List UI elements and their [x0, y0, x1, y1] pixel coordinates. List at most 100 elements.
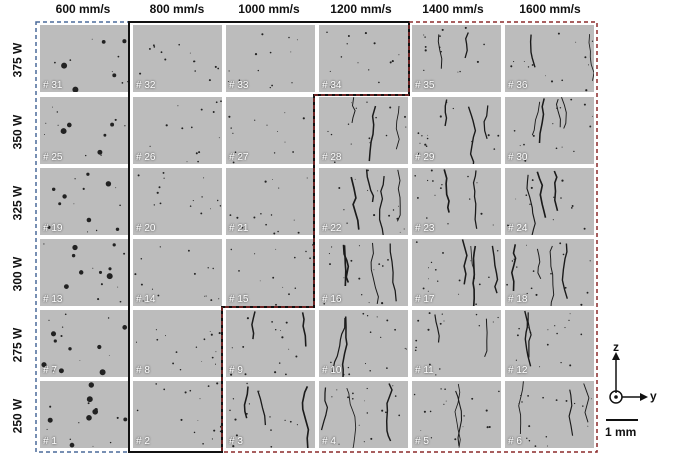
pore-mark — [523, 61, 525, 62]
pore-mark — [417, 319, 420, 322]
crack-mark — [443, 169, 450, 213]
pore-mark — [254, 53, 258, 56]
pore-mark — [492, 321, 494, 323]
pore-mark — [257, 69, 259, 72]
crack-mark — [350, 176, 360, 230]
pore-mark — [329, 86, 331, 88]
pore-mark — [557, 32, 560, 35]
pore-mark — [274, 328, 277, 331]
pore-mark — [79, 360, 81, 361]
pore-mark — [478, 325, 480, 327]
pore-mark — [485, 409, 488, 412]
pore-mark — [394, 395, 397, 397]
pore-mark — [92, 445, 94, 447]
micrograph-tile: # 20 — [133, 168, 222, 235]
pore-mark — [386, 319, 389, 322]
micrograph-texture — [320, 383, 401, 448]
pore-mark — [458, 293, 460, 295]
pore-mark — [518, 327, 520, 330]
pore-mark — [430, 437, 433, 439]
pore-mark — [197, 160, 199, 163]
pore-mark — [519, 145, 521, 147]
y-axis-label: y — [650, 389, 657, 403]
pore-mark — [392, 209, 395, 211]
pore-mark — [91, 38, 93, 40]
pore-mark — [424, 49, 427, 52]
pore-mark — [354, 178, 356, 180]
micrograph-tile: # 26 — [133, 97, 222, 164]
crack-mark — [444, 99, 448, 127]
pore-mark — [198, 151, 201, 154]
crack-mark — [396, 169, 401, 222]
pore-mark — [535, 293, 538, 296]
pore-mark — [270, 214, 273, 216]
crack-mark — [434, 314, 440, 343]
pore-mark — [192, 200, 194, 202]
crack-mark — [529, 34, 536, 68]
micrograph-texture — [414, 312, 499, 376]
pore-mark — [289, 420, 292, 423]
pore-mark — [552, 123, 554, 125]
pore-mark — [194, 70, 196, 72]
pore-mark — [575, 41, 577, 43]
pore-mark — [123, 252, 126, 255]
pore-mark — [358, 424, 360, 426]
pore-mark — [414, 349, 417, 352]
pore-mark — [211, 438, 213, 440]
pore-mark — [367, 169, 369, 172]
pore-mark — [415, 346, 417, 349]
pore-mark — [117, 55, 120, 58]
pore-mark — [423, 34, 425, 36]
pore-mark — [116, 416, 119, 419]
sample-number: # 14 — [136, 294, 156, 305]
pore-mark — [507, 224, 510, 227]
pore-mark — [553, 196, 555, 198]
pore-mark — [85, 154, 87, 157]
pore-mark — [58, 202, 62, 206]
pore-mark — [589, 125, 592, 128]
pore-mark — [51, 187, 56, 192]
sample-number: # 20 — [136, 223, 156, 234]
pore-mark — [329, 70, 331, 72]
micrograph-tile: # 8 — [133, 310, 222, 377]
pore-mark — [486, 426, 489, 429]
pore-mark — [403, 228, 405, 230]
pore-mark — [529, 203, 531, 206]
pore-mark — [291, 82, 293, 84]
micrograph-tile: # 36 — [505, 25, 594, 92]
pore-mark — [271, 84, 273, 87]
pore-mark — [73, 203, 75, 205]
micrograph-tile: # 19 — [40, 168, 129, 235]
pore-mark — [208, 79, 211, 82]
pore-mark — [381, 409, 384, 412]
sample-number: # 18 — [508, 294, 528, 305]
pore-mark — [98, 270, 103, 274]
pore-mark — [207, 267, 209, 269]
pore-mark — [516, 266, 518, 268]
micrograph-tile: # 1 — [40, 381, 129, 448]
pore-mark — [416, 196, 419, 199]
pore-mark — [105, 181, 112, 187]
pore-mark — [542, 396, 544, 399]
pore-mark — [430, 261, 433, 264]
pore-mark — [386, 367, 388, 369]
pore-mark — [197, 420, 199, 421]
pore-mark — [440, 50, 442, 53]
pore-mark — [288, 36, 290, 39]
pore-mark — [200, 212, 203, 215]
column-label: 1200 mm/s — [330, 2, 392, 16]
sample-number: # 8 — [136, 365, 150, 376]
pore-mark — [439, 115, 442, 118]
crack-mark — [538, 98, 545, 144]
pore-mark — [580, 333, 583, 336]
pore-mark — [210, 333, 213, 336]
pore-mark — [231, 347, 233, 349]
pore-mark — [227, 80, 229, 83]
pore-mark — [440, 388, 442, 390]
pore-mark — [488, 425, 491, 429]
pore-mark — [561, 180, 563, 182]
pore-mark — [381, 302, 384, 305]
pore-mark — [275, 248, 277, 250]
pore-mark — [373, 42, 376, 45]
micrograph-texture — [149, 100, 222, 163]
